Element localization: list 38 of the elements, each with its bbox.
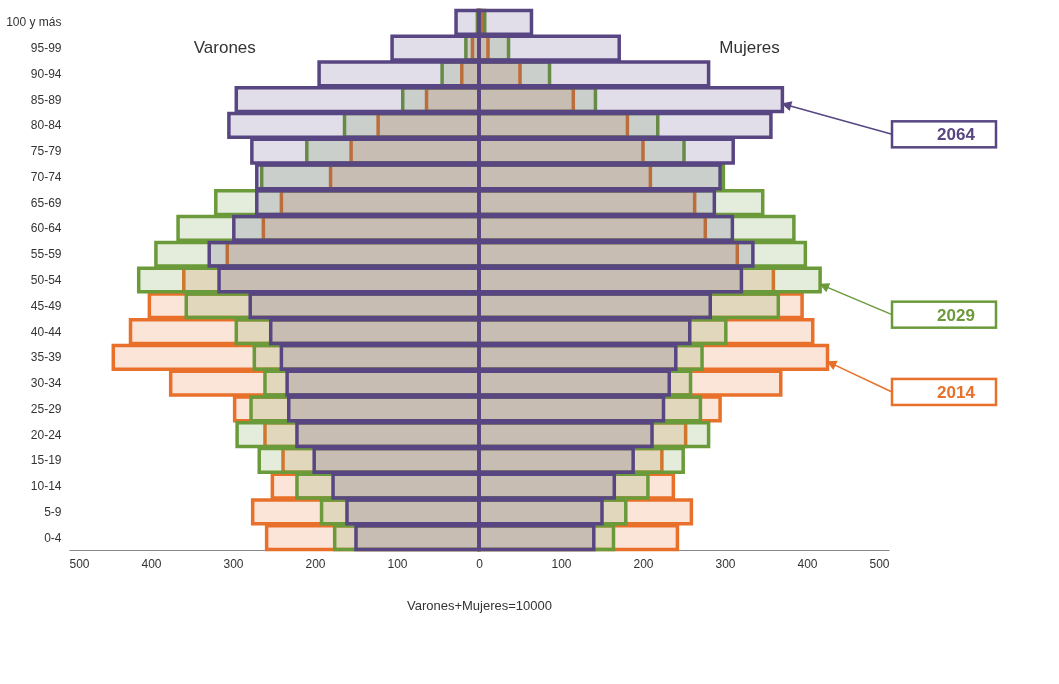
- x-axis-title: Varones+Mujeres=10000: [406, 597, 553, 613]
- x-tick-label: 400: [797, 556, 818, 571]
- x-tick-label: 100: [387, 556, 408, 571]
- x-tick-label: 300: [715, 556, 736, 571]
- x-tick-label: 0: [476, 556, 484, 571]
- y-tick-label: 50-54: [30, 273, 62, 287]
- y-tick-label: 80-84: [30, 118, 62, 133]
- y-tick-label: 35-39: [30, 350, 62, 365]
- y-tick-label: 95-99: [30, 41, 62, 56]
- annotation: Varones: [193, 38, 256, 58]
- y-tick-label: 55-59: [30, 247, 62, 262]
- y-tick-label: 5-9: [44, 504, 62, 519]
- text: 2064: [937, 125, 976, 145]
- x-tick-label: 400: [141, 556, 162, 571]
- x-tick-label: 300: [223, 556, 244, 571]
- x-tick-label: 200: [305, 556, 326, 571]
- text: 2014: [937, 382, 976, 402]
- y-tick-label: 75-79: [30, 144, 62, 159]
- y-tick-label: 0-4: [44, 530, 62, 545]
- y-tick-label: 65-69: [30, 195, 62, 210]
- y-tick-label: 60-64: [30, 221, 62, 236]
- y-tick-label: 70-74: [30, 169, 62, 184]
- y-tick-label: 10-14: [30, 479, 62, 494]
- y-tick-label: 25-29: [30, 401, 62, 416]
- y-tick-label: 45-49: [30, 298, 62, 313]
- annotation: Mujeres: [719, 38, 780, 58]
- y-tick-label: 20-24: [30, 427, 62, 442]
- y-tick-label: 90-94: [30, 66, 62, 81]
- x-tick-label: 500: [69, 556, 90, 571]
- y-tick-label: 40-44: [30, 324, 62, 339]
- x-tick-label: 200: [633, 556, 654, 571]
- y-tick-label: 30-34: [30, 376, 62, 391]
- y-tick-label: 15-19: [30, 453, 62, 468]
- text: 2029: [937, 305, 975, 325]
- x-tick-label: 500: [869, 556, 890, 571]
- x-tick-label: 100: [551, 556, 572, 571]
- y-tick-label: 100 y más: [6, 15, 62, 30]
- y-tick-label: 85-89: [30, 92, 62, 107]
